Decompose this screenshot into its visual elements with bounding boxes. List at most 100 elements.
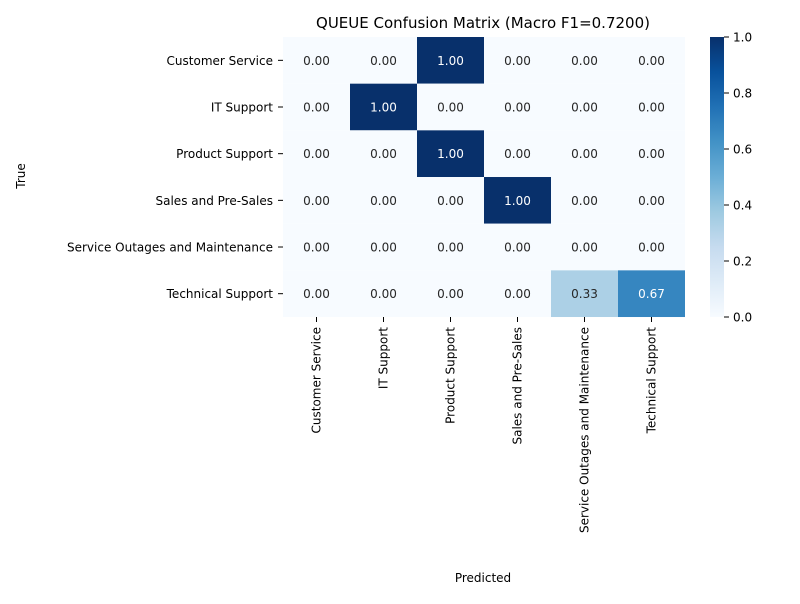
heatmap-cell-4-0 [283, 223, 350, 271]
heatmap-cell-3-0 [283, 177, 350, 224]
cell-value-label-0-1: 0.00 [370, 54, 397, 68]
heatmap-cell-2-0 [283, 130, 350, 178]
heatmap-cell-2-4 [551, 130, 618, 178]
heatmap-cell-0-5 [618, 37, 685, 84]
cell-value-label-0-5: 0.00 [638, 54, 665, 68]
cell-value-label-5-4: 0.33 [571, 287, 598, 301]
heatmap-cell-0-2 [417, 37, 484, 84]
heatmap-cell-4-1 [350, 223, 417, 271]
heatmap-cell-2-3 [484, 130, 551, 178]
colorbar-tick-label-3: 0.6 [733, 143, 752, 157]
cell-value-label-1-0: 0.00 [303, 101, 330, 115]
y-axis-label: True [14, 163, 28, 190]
cell-value-label-0-0: 0.00 [303, 54, 330, 68]
y-tick-label-2: Product Support [176, 147, 273, 161]
colorbar-tick-label-0: 0.0 [733, 311, 752, 325]
heatmap-cell-1-3 [484, 83, 551, 131]
y-axis: Customer Service IT Support Product Suppor… [67, 54, 283, 301]
heatmap-cell-0-4 [551, 37, 618, 84]
x-tick-label-1: IT Support [377, 327, 391, 389]
x-axis: Customer Service IT Support Product Suppor… [310, 317, 659, 533]
y-tick-label-0: Customer Service [167, 54, 273, 68]
cell-value-label-4-0: 0.00 [303, 241, 330, 255]
cell-value-label-1-5: 0.00 [638, 101, 665, 115]
heatmap-cell-2-5 [618, 130, 685, 178]
cell-value-label-2-2: 1.00 [437, 147, 464, 161]
heatmap-cell-5-4 [551, 270, 618, 318]
heatmap-cell-0-1 [350, 37, 417, 84]
x-tick-label-2: Product Support [444, 327, 458, 424]
heatmap-cell-0-0 [283, 37, 350, 84]
x-axis-label: Predicted [455, 571, 511, 585]
heatmap-cell-3-3 [484, 177, 551, 224]
colorbar [710, 37, 724, 317]
colorbar-ticks: 0.0 0.2 0.4 0.6 0.8 1.0 [724, 31, 752, 325]
chart-title: QUEUE Confusion Matrix (Macro F1=0.7200) [316, 14, 650, 32]
heatmap-cell-4-3 [484, 223, 551, 271]
cell-value-label-3-5: 0.00 [638, 194, 665, 208]
cell-value-label-3-2: 0.00 [437, 194, 464, 208]
heatmap-cell-1-1 [350, 83, 417, 131]
heatmap-cell-5-0 [283, 270, 350, 318]
cell-value-label-3-0: 0.00 [303, 194, 330, 208]
cell-value-label-5-0: 0.00 [303, 287, 330, 301]
cell-value-label-4-2: 0.00 [437, 241, 464, 255]
heatmap-cell-4-5 [618, 223, 685, 271]
x-tick-label-4: Service Outages and Maintenance [578, 327, 592, 533]
heatmap-cell-4-2 [417, 223, 484, 271]
heatmap-cell-1-0 [283, 83, 350, 131]
cell-value-label-2-3: 0.00 [504, 147, 531, 161]
y-tick-label-4: Service Outages and Maintenance [67, 241, 273, 255]
cell-value-label-3-3: 1.00 [504, 194, 531, 208]
heatmap-cell-4-4 [551, 223, 618, 271]
heatmap-cell-3-2 [417, 177, 484, 224]
y-tick-label-5: Technical Support [166, 287, 274, 301]
y-tick-label-1: IT Support [211, 101, 273, 115]
cell-value-label-5-2: 0.00 [437, 287, 464, 301]
cell-value-label-0-2: 1.00 [437, 54, 464, 68]
cell-value-label-2-5: 0.00 [638, 147, 665, 161]
x-tick-label-5: Technical Support [645, 327, 659, 435]
x-tick-label-0: Customer Service [310, 327, 324, 433]
heatmap-cell-5-3 [484, 270, 551, 318]
heatmap-cell-2-1 [350, 130, 417, 178]
cell-value-label-1-1: 1.00 [370, 101, 397, 115]
cell-value-label-2-4: 0.00 [571, 147, 598, 161]
colorbar-tick-label-2: 0.4 [733, 199, 752, 213]
x-tick-label-3: Sales and Pre-Sales [511, 327, 525, 445]
cell-value-label-1-3: 0.00 [504, 101, 531, 115]
heatmap-cell-3-4 [551, 177, 618, 224]
cell-value-label-0-4: 0.00 [571, 54, 598, 68]
colorbar-tick-label-5: 1.0 [733, 31, 752, 45]
heatmap-cells: 0.00 0.00 1.00 0.00 0.00 0.00 0.00 1.00 0.00 0.00… [283, 37, 685, 318]
heatmap-cell-3-1 [350, 177, 417, 224]
cell-value-label-4-1: 0.00 [370, 241, 397, 255]
heatmap-cell-0-3 [484, 37, 551, 84]
cell-value-label-5-5: 0.67 [638, 287, 665, 301]
cell-value-label-2-1: 0.00 [370, 147, 397, 161]
cell-value-label-3-1: 0.00 [370, 194, 397, 208]
cell-value-label-5-1: 0.00 [370, 287, 397, 301]
cell-value-label-4-4: 0.00 [571, 241, 598, 255]
cell-value-label-3-4: 0.00 [571, 194, 598, 208]
colorbar-tick-label-1: 0.2 [733, 255, 752, 269]
heatmap-cell-2-2 [417, 130, 484, 178]
y-tick-label-3: Sales and Pre-Sales [156, 194, 274, 208]
cell-value-label-4-3: 0.00 [504, 241, 531, 255]
cell-value-label-1-2: 0.00 [437, 101, 464, 115]
cell-value-label-5-3: 0.00 [504, 287, 531, 301]
heatmap-cell-5-2 [417, 270, 484, 318]
colorbar-tick-label-4: 0.8 [733, 87, 752, 101]
heatmap-cell-1-2 [417, 83, 484, 131]
cell-value-label-1-4: 0.00 [571, 101, 598, 115]
heatmap-cell-1-4 [551, 83, 618, 131]
cell-value-label-4-5: 0.00 [638, 241, 665, 255]
heatmap-cell-1-5 [618, 83, 685, 131]
heatmap-cell-5-1 [350, 270, 417, 318]
cell-value-label-0-3: 0.00 [504, 54, 531, 68]
heatmap-cell-3-5 [618, 177, 685, 224]
cell-value-label-2-0: 0.00 [303, 147, 330, 161]
heatmap-cell-5-5 [618, 270, 685, 318]
